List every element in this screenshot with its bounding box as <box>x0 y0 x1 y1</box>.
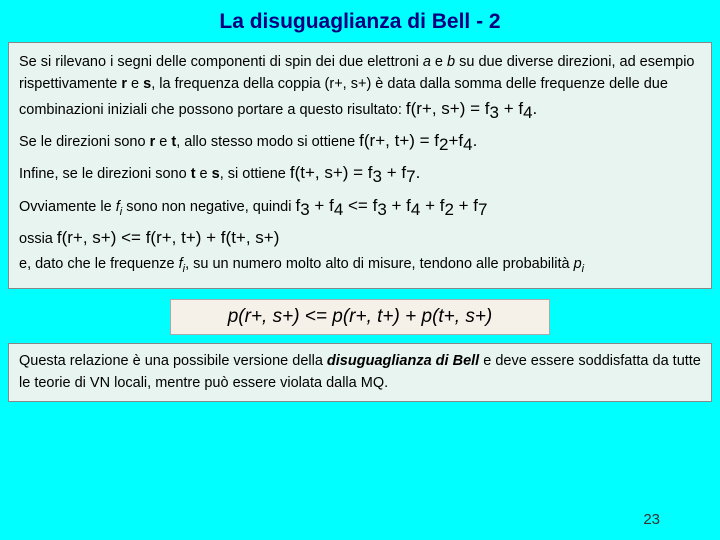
main-content: Se si rilevano i segni delle componenti … <box>8 42 712 289</box>
paragraph-6: e, dato che le frequenze fi, su un numer… <box>19 253 701 278</box>
paragraph-1: Se si rilevano i segni delle componenti … <box>19 51 701 126</box>
page-number: 23 <box>643 511 660 528</box>
paragraph-4: Ovviamente le fi sono non negative, quin… <box>19 193 701 223</box>
footer-content: Questa relazione è una possibile version… <box>8 343 712 402</box>
slide-title: La disuguaglianza di Bell - 2 <box>0 0 720 42</box>
highlighted-equation: p(r+, s+) <= p(r+, t+) + p(t+, s+) <box>170 299 550 335</box>
paragraph-5: ossia f(r+, s+) <= f(r+, t+) + f(t+, s+) <box>19 225 701 251</box>
footer-paragraph: Questa relazione è una possibile version… <box>19 350 701 395</box>
paragraph-2: Se le direzioni sono r e t, allo stesso … <box>19 128 701 158</box>
paragraph-3: Infine, se le direzioni sono t e s, si o… <box>19 160 701 190</box>
